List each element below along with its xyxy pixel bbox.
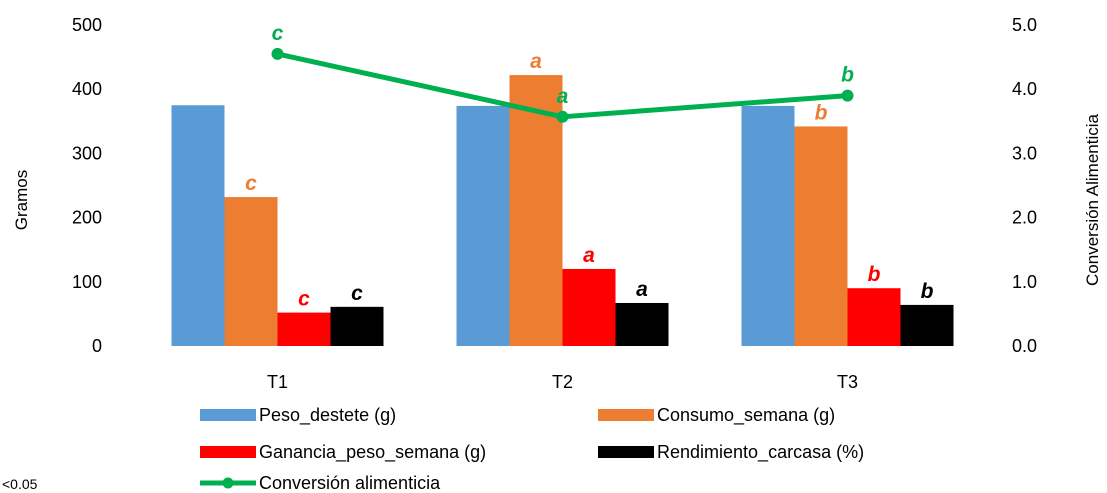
y-tick-label: 100: [72, 272, 102, 292]
bar: [456, 105, 510, 346]
bar-data-label: a: [583, 244, 595, 267]
bar-data-label: c: [245, 172, 257, 195]
bar: [562, 268, 616, 346]
y2-tick-label: 0.0: [1012, 336, 1037, 356]
bar: [847, 288, 901, 346]
bar: [794, 126, 848, 346]
bar-data-label: b: [815, 101, 828, 124]
bar-data-label: a: [530, 50, 542, 73]
bar: [900, 304, 954, 346]
bar-data-label: a: [636, 278, 648, 301]
bar-data-label: c: [351, 282, 363, 305]
legend-label: Rendimiento_carcasa (%): [657, 442, 864, 463]
y-tick-label: 300: [72, 143, 102, 163]
bars-layer: c a b c a b c a b: [171, 50, 954, 347]
legend-label: Consumo_semana (g): [657, 405, 835, 426]
x-tick-label: T2: [552, 372, 573, 392]
y2-tick-label: 3.0: [1012, 143, 1037, 163]
y-axis-title: Gramos: [12, 170, 31, 230]
legend-swatch: [200, 409, 256, 421]
bar-data-label: b: [868, 263, 881, 286]
y2-axis-title: Conversión Alimenticia: [1083, 113, 1102, 286]
legend-label: Peso_destete (g): [259, 405, 396, 426]
bar: [224, 197, 278, 346]
line-point: [556, 110, 569, 123]
legend-label: Conversión alimenticia: [259, 473, 441, 493]
bar: [615, 302, 669, 346]
legend: Peso_destete (g) Consumo_semana (g) Gananc…: [200, 405, 864, 493]
line-data-label: c: [272, 22, 284, 45]
bar-data-label: b: [921, 280, 934, 303]
bar: [330, 306, 384, 346]
y2-tick-label: 1.0: [1012, 272, 1037, 292]
line-point: [841, 89, 854, 102]
x-tick-label: T3: [837, 372, 858, 392]
legend-swatch: [598, 446, 654, 458]
line-point: [271, 47, 284, 60]
y-tick-label: 200: [72, 208, 102, 228]
legend-marker: [222, 477, 234, 489]
x-tick-label: T1: [267, 372, 288, 392]
legend-swatch: [598, 409, 654, 421]
y-tick-label: 500: [72, 15, 102, 35]
line-layer: c a b: [271, 22, 854, 123]
y2-tick-label: 2.0: [1012, 208, 1037, 228]
y2-tick-label: 4.0: [1012, 79, 1037, 99]
bar-data-label: c: [298, 288, 310, 311]
bar: [171, 105, 225, 346]
bar: [741, 105, 795, 346]
line-data-label: a: [557, 85, 569, 108]
bar: [509, 75, 563, 347]
y-tick-label: 400: [72, 79, 102, 99]
bar: [277, 312, 331, 346]
ticks-layer: 0 100 200 300 400 500 0.0 1.0 2.0 3.0 4.0 5.0 T1 T2 T3: [72, 15, 1037, 392]
line-data-label: b: [841, 64, 854, 87]
y-tick-label: 0: [92, 336, 102, 356]
legend-label: Ganancia_peso_semana (g): [259, 442, 486, 463]
footnote: <0.05: [2, 476, 38, 492]
legend-swatch: [200, 446, 256, 458]
y2-tick-label: 5.0: [1012, 15, 1037, 35]
